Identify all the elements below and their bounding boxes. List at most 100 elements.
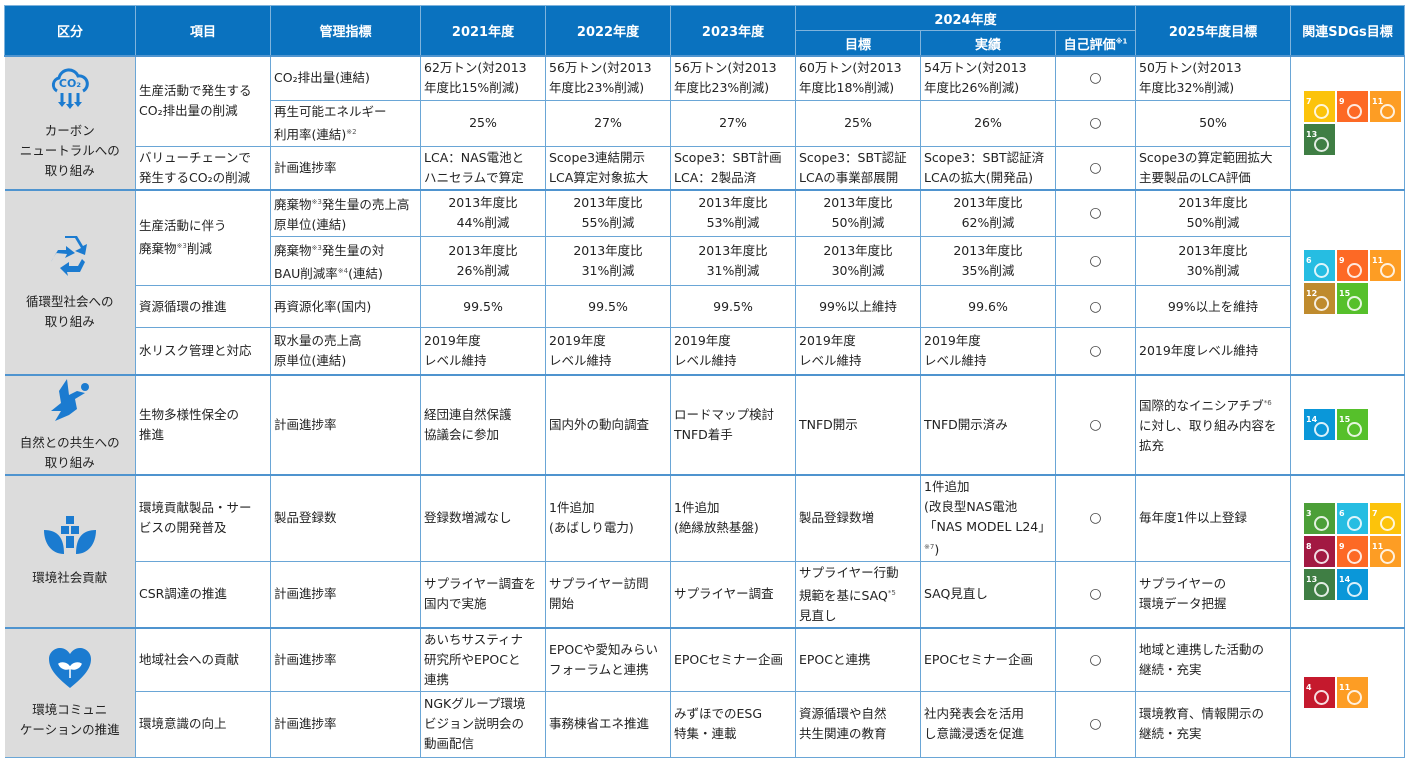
- sdg-goal-15-icon: 15: [1337, 409, 1368, 441]
- sdgs-cell: 6 9 11 12 15: [1290, 188, 1405, 376]
- table-body: CO₂ カーボン ニュートラルへの 取り組み 生産活動で発生する CO₂排出量の削減…: [4, 54, 1405, 758]
- value-2023-cell: 27%: [670, 99, 796, 147]
- sdg-goal-13-icon: 13: [1304, 123, 1335, 155]
- value-2023-cell: EPOCセミナー企画: [670, 626, 796, 692]
- metric-cell: 計画進捗率: [270, 145, 421, 191]
- self-eval-2024-cell: ○: [1055, 327, 1136, 376]
- self-eval-2024-cell: ○: [1055, 373, 1136, 476]
- target-2025-cell: 99%以上を維持: [1135, 285, 1291, 329]
- value-2022-cell: 99.5%: [545, 285, 671, 329]
- recycle-icon: [8, 232, 133, 288]
- self-eval-2024-cell: ○: [1055, 626, 1136, 692]
- sdg-goal-6-icon: 6: [1304, 250, 1335, 282]
- target-2025-cell: 50%: [1135, 99, 1291, 147]
- table-row: 自然との共生への 取り組み 生物多様性保全の 推進 計画進捗率 経団連自然保護 協議会…: [4, 373, 1405, 476]
- self-eval-2024-cell: ○: [1055, 560, 1136, 629]
- header-2022: 2022年度: [545, 5, 671, 57]
- value-2022-cell: EPOCや愛知みらい フォーラムと連携: [545, 626, 671, 692]
- sdg-goal-11-icon: 11: [1370, 250, 1401, 282]
- item-cell: CSR調達の推進: [135, 560, 271, 629]
- sdg-goal-12-icon: 12: [1304, 283, 1335, 315]
- value-2023-cell: 56万トン(対2013 年度比23%削減): [670, 55, 796, 101]
- leaves-blocks-icon: [8, 514, 133, 564]
- metric-cell: 取水量の売上高 原単位(連結): [270, 327, 421, 376]
- header-2021: 2021年度: [420, 5, 546, 57]
- self-eval-2024-cell: ○: [1055, 55, 1136, 101]
- item-cell: 生産活動で発生する CO₂排出量の削減: [135, 54, 271, 147]
- target-2025-cell: 毎年度1件以上登録: [1135, 473, 1291, 562]
- item-cell: 環境意識の向上: [135, 690, 271, 758]
- sdg-goal-11-icon: 11: [1370, 535, 1401, 567]
- sdg-goal-13-icon: 13: [1304, 568, 1335, 600]
- category-label: 自然との共生への 取り組み: [19, 434, 120, 470]
- metric-cell: 廃棄物※3発生量の売上高 原単位(連結): [270, 188, 421, 237]
- item-cell: 資源循環の推進: [135, 285, 271, 329]
- footnote-marker: ※3: [311, 197, 322, 206]
- metric-cell: 計画進捗率: [270, 690, 421, 758]
- value-2023-cell: 99.5%: [670, 285, 796, 329]
- value-2023-cell: みずほでのESG 特集・連載: [670, 690, 796, 758]
- table-row: 環境社会貢献 環境貢献製品・サー ビスの開発普及 製品登録数 登録数増減なし 1件追加 …: [4, 473, 1405, 629]
- sdgs-cell: 7 9 11 13: [1290, 55, 1405, 191]
- target-2024-cell: 60万トン(対2013 年度比18%削減): [795, 55, 921, 101]
- co2-cloud-icon: CO₂: [8, 65, 133, 117]
- value-2021-cell: NGKグループ環境 ビジョン説明会の 動画配信: [420, 690, 546, 758]
- header-2025-target: 2025年度目標: [1135, 5, 1291, 57]
- category-label: 環境社会貢献: [32, 570, 108, 586]
- self-eval-2024-cell: ○: [1055, 145, 1136, 191]
- sdg-goal-14-icon: 14: [1304, 409, 1335, 441]
- footnote-marker: *6: [1263, 399, 1272, 408]
- value-2021-cell: 25%: [420, 99, 546, 147]
- target-2024-cell: EPOCと連携: [795, 626, 921, 692]
- value-2023-cell: サプライヤー調査: [670, 560, 796, 629]
- item-cell: バリューチェーンで 発生するCO₂の削減: [135, 145, 271, 191]
- target-2025-cell: 2013年度比 50%削減: [1135, 188, 1291, 237]
- table-row: 資源循環の推進 再資源化率(国内) 99.5% 99.5% 99.5% 99%以上維持 99…: [5, 285, 1405, 329]
- result-2024-cell: TNFD開示済み: [920, 373, 1056, 476]
- category-cell: 自然との共生への 取り組み: [4, 373, 136, 476]
- sdg-goal-11-icon: 11: [1370, 90, 1401, 122]
- value-2023-cell: 2013年度比 53%削減: [670, 188, 796, 237]
- bird-icon: [8, 377, 133, 429]
- value-2023-cell: 2019年度 レベル維持: [670, 327, 796, 376]
- value-2022-cell: 2013年度比 31%削減: [545, 235, 671, 287]
- header-2023: 2023年度: [670, 5, 796, 57]
- self-eval-2024-cell: ○: [1055, 473, 1136, 562]
- header-metric: 管理指標: [270, 5, 421, 57]
- metric-cell: 再資源化率(国内): [270, 285, 421, 329]
- target-2025-cell: サプライヤーの 環境データ把握: [1135, 560, 1291, 629]
- table-row: CO₂ カーボン ニュートラルへの 取り組み 生産活動で発生する CO₂排出量の削減…: [4, 54, 1405, 191]
- value-2021-cell: 2013年度比 26%削減: [420, 235, 546, 287]
- sdg-goal-4-icon: 4: [1304, 677, 1335, 709]
- sdg-goal-6-icon: 6: [1337, 502, 1368, 534]
- sdg-goal-11-icon: 11: [1337, 677, 1368, 709]
- item-cell: 生産活動に伴う 廃棄物※3削減: [135, 188, 271, 287]
- metric-cell: 再生可能エネルギー 利用率(連結)※2: [270, 99, 421, 147]
- header-2024-result: 実績: [920, 30, 1056, 57]
- header-2024-target: 目標: [795, 30, 921, 57]
- target-2025-cell: 2013年度比 30%削減: [1135, 235, 1291, 287]
- metric-cell: 廃棄物※3発生量の対 BAU削減率※4(連結): [270, 235, 421, 287]
- target-2024-cell: 製品登録数増: [795, 473, 921, 562]
- result-2024-cell: 2013年度比 35%削減: [920, 235, 1056, 287]
- result-2024-cell: 99.6%: [920, 285, 1056, 329]
- self-eval-2024-cell: ○: [1055, 285, 1136, 329]
- header-2024: 2024年度: [795, 5, 1136, 31]
- table-row: 再生可能エネルギー 利用率(連結)※2 25% 27% 27% 25% 26% ○ 50%: [5, 99, 1405, 147]
- sdg-goal-9-icon: 9: [1337, 90, 1368, 122]
- target-2025-cell: 地域と連携した活動の 継続・充実: [1135, 626, 1291, 692]
- value-2023-cell: 2013年度比 31%削減: [670, 235, 796, 287]
- sdg-goal-14-icon: 14: [1337, 568, 1368, 600]
- table-row: 環境コミュニ ケーションの推進 地域社会への貢献 計画進捗率 あいちサスティナ 研究所…: [4, 626, 1405, 758]
- category-cell: 循環型社会への 取り組み: [4, 188, 136, 376]
- heart-sprout-icon: [8, 646, 133, 696]
- category-label: 環境コミュニ ケーションの推進: [19, 701, 120, 737]
- value-2022-cell: 27%: [545, 99, 671, 147]
- result-2024-cell: SAQ見直し: [920, 560, 1056, 629]
- result-2024-cell: 26%: [920, 99, 1056, 147]
- header-sdgs: 関連SDGs目標: [1290, 5, 1405, 57]
- item-cell: 環境貢献製品・サー ビスの開発普及: [135, 473, 271, 562]
- value-2022-cell: 56万トン(対2013 年度比23%削減): [545, 55, 671, 101]
- target-2025-cell: Scope3の算定範囲拡大 主要製品のLCA評価: [1135, 145, 1291, 191]
- value-2021-cell: 登録数増減なし: [420, 473, 546, 562]
